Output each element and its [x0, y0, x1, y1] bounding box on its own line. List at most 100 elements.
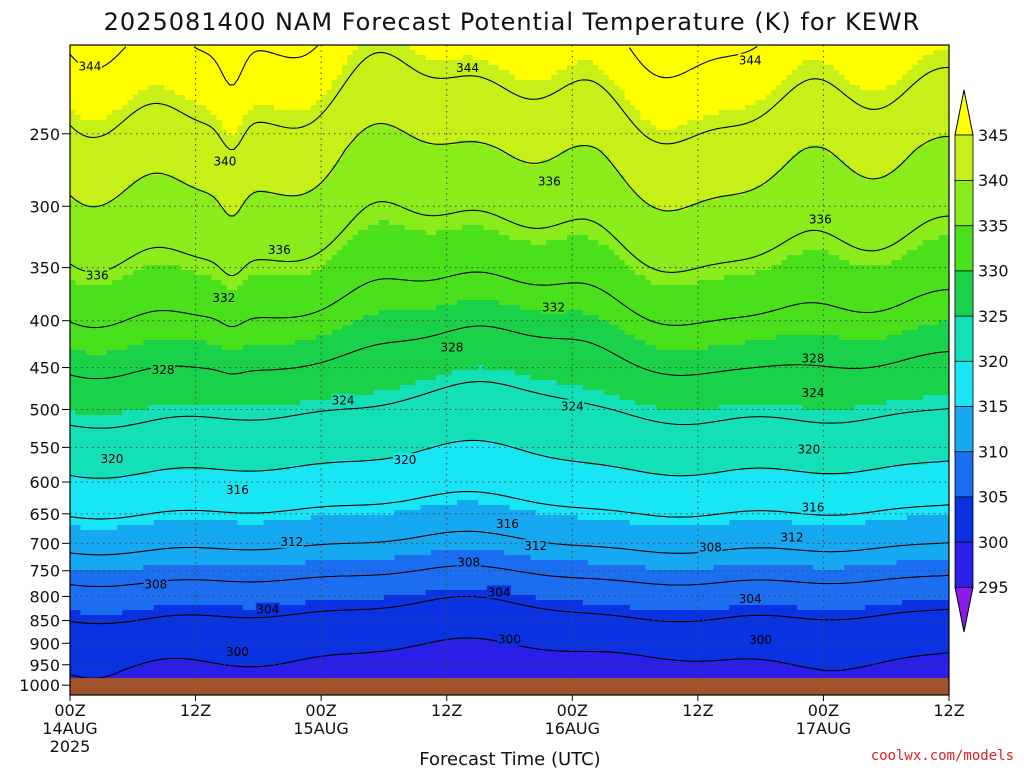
contour-label: 316 [495, 517, 520, 531]
band-cell [901, 400, 908, 466]
band-cell [603, 395, 610, 466]
band-cell [436, 305, 443, 376]
band-cell [661, 660, 668, 695]
band-cell [404, 595, 411, 646]
band-cell [420, 45, 427, 56]
band-cell [891, 660, 898, 695]
band-cell [833, 475, 840, 526]
band-cell [415, 510, 422, 556]
band-cell [410, 595, 416, 646]
band-cell [661, 410, 668, 476]
band-cell [833, 525, 840, 571]
band-cell [394, 310, 401, 391]
isotherm-332 [70, 271, 949, 329]
contour-label: 308 [456, 555, 481, 570]
band-cell [530, 560, 537, 596]
band-cell [451, 145, 458, 231]
band-cell [221, 285, 228, 351]
band-cell [232, 350, 239, 406]
band-cell [132, 525, 139, 571]
band-cell [797, 150, 804, 256]
band-cell [174, 180, 181, 266]
band-cell [739, 470, 746, 521]
band-cell [849, 610, 856, 671]
band-cell [483, 300, 490, 371]
band-cell [122, 275, 129, 351]
band-cell [781, 565, 788, 606]
band-cell [666, 610, 673, 661]
band-cell [765, 660, 772, 695]
band-cell [556, 310, 563, 386]
band-cell [755, 660, 762, 695]
band-cell [614, 255, 620, 326]
band-cell [744, 605, 751, 661]
band-cell [886, 85, 893, 176]
band-cell [143, 410, 150, 476]
band-cell [933, 655, 940, 695]
colorbar-swatch [954, 450, 974, 498]
band-cell [839, 160, 845, 261]
band-cell [117, 350, 123, 416]
contour-label-text: 320 [797, 443, 820, 457]
band-cell [206, 405, 212, 471]
y-tick-label: 350 [29, 259, 60, 278]
band-cell [608, 465, 615, 521]
band-cell [865, 265, 872, 341]
band-cell [117, 110, 123, 196]
band-cell [729, 195, 736, 276]
contour-label-text: 316 [496, 517, 519, 531]
band-cell [724, 405, 730, 471]
band-cell [938, 655, 945, 695]
band-cell [551, 600, 558, 651]
band-cell [289, 660, 296, 695]
band-cell [661, 285, 668, 351]
contour-label-text: 340 [213, 154, 236, 168]
contour-label-bg [455, 61, 480, 75]
band-cell [912, 655, 919, 695]
band-cell [117, 525, 123, 571]
band-cell [190, 45, 197, 101]
band-cell [896, 520, 903, 561]
band-cell [750, 470, 757, 521]
band-cell [336, 655, 343, 695]
band-cell [750, 275, 757, 341]
band-cell [540, 600, 547, 651]
band-cell [860, 175, 866, 266]
band-cell [844, 565, 851, 611]
band-cell [629, 335, 636, 401]
band-cell [420, 645, 427, 695]
band-cell [90, 530, 97, 571]
band-cell [535, 165, 542, 246]
band-cell [519, 310, 526, 376]
band-cell [499, 235, 505, 306]
band-cell [373, 515, 380, 561]
band-cell [823, 65, 830, 151]
band-cell [880, 340, 887, 406]
band-cell [138, 570, 144, 611]
band-cell [682, 350, 688, 411]
band-cell [467, 55, 474, 141]
band-cell [200, 340, 207, 406]
band-cell [274, 45, 280, 111]
band-cell [336, 515, 343, 561]
band-cell [242, 280, 249, 346]
band-cell [164, 470, 171, 521]
band-cell [577, 310, 584, 386]
band-cell [305, 275, 312, 341]
band-cell [237, 285, 244, 351]
band-cell [169, 265, 176, 341]
band-cell [179, 520, 186, 566]
band-cell [279, 470, 286, 521]
band-cell [247, 275, 254, 346]
x-tick-label: 14AUG [42, 719, 97, 738]
band-cell [729, 565, 736, 606]
band-cell [446, 45, 453, 61]
band-cell [206, 345, 212, 406]
band-cell [441, 45, 448, 61]
band-cell [90, 120, 97, 206]
band-cell [854, 340, 861, 406]
band-cell [577, 600, 584, 651]
band-cell [363, 655, 369, 695]
band-cell [635, 195, 641, 276]
band-cell [577, 45, 584, 61]
